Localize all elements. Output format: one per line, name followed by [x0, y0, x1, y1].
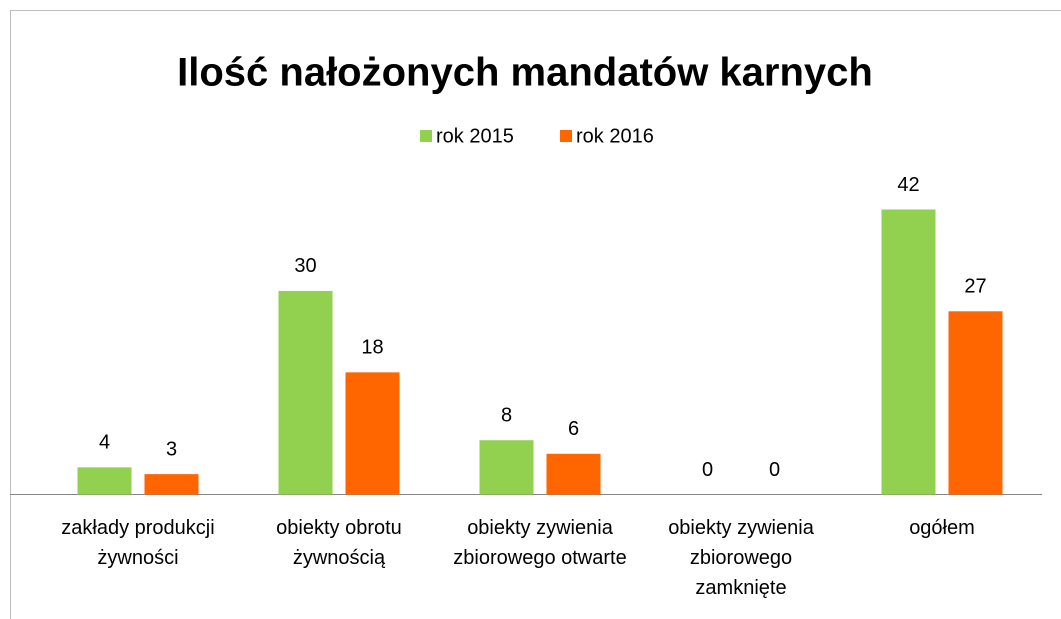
bar — [948, 311, 1003, 495]
data-label: 42 — [897, 174, 919, 196]
bar — [144, 474, 199, 495]
legend-swatch — [560, 130, 572, 142]
legend-label: rok 2016 — [576, 125, 654, 147]
bar — [77, 467, 132, 495]
bar — [546, 453, 601, 495]
bar — [881, 209, 936, 495]
x-tick-label: ogółem — [909, 517, 975, 539]
data-label: 3 — [166, 438, 177, 460]
x-tick-label: obiekty zywienia zbiorowego zamknięte — [668, 517, 814, 599]
data-label: 0 — [702, 459, 713, 481]
x-tick-label: obiekty zywienia zbiorowego otwarte — [453, 517, 627, 569]
bar — [345, 372, 400, 495]
data-label: 0 — [769, 459, 780, 481]
data-label: 4 — [99, 432, 110, 454]
bar — [278, 290, 333, 495]
data-label: 18 — [361, 337, 383, 359]
legend-label: rok 2015 — [436, 125, 514, 147]
chart-border — [10, 10, 1061, 619]
data-label: 6 — [568, 418, 579, 440]
x-tick-label: zakłady produkcji żywności — [61, 517, 215, 569]
data-label: 8 — [501, 404, 512, 426]
chart-title: Ilość nałożonych mandatów karnych — [177, 51, 873, 95]
bar — [479, 440, 534, 495]
data-label: 27 — [964, 276, 986, 298]
x-tick-label: obiekty obrotu żywnością — [276, 517, 402, 569]
data-label: 30 — [294, 255, 316, 277]
legend-swatch — [420, 130, 432, 142]
